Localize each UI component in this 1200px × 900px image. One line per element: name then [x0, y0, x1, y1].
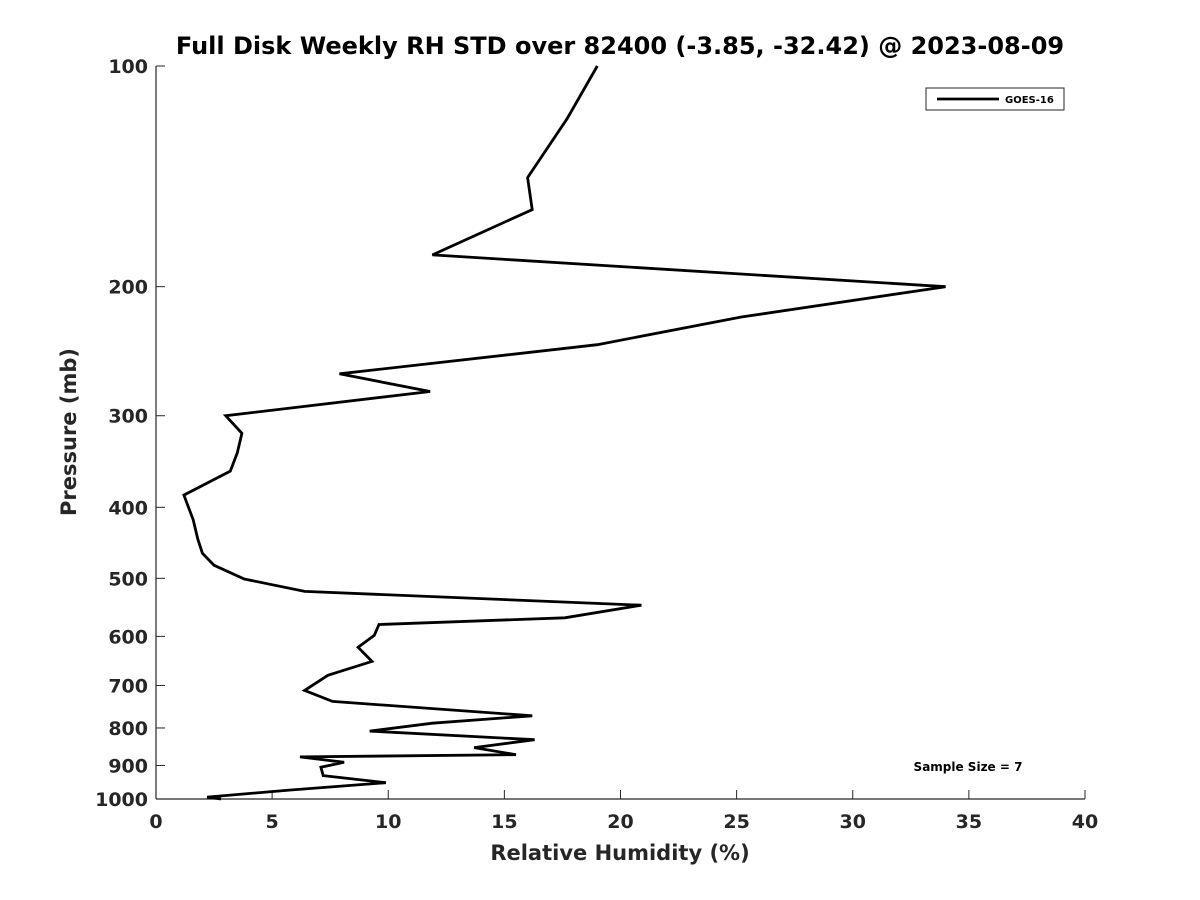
y-tick-label: 400: [108, 497, 148, 519]
chart-title: Full Disk Weekly RH STD over 82400 (-3.8…: [176, 32, 1064, 60]
x-tick-label: 5: [266, 811, 279, 833]
x-tick-label: 15: [491, 811, 517, 833]
x-tick-label: 30: [840, 811, 866, 833]
sample-size-annotation: Sample Size = 7: [914, 760, 1023, 774]
x-tick-label: 25: [723, 811, 749, 833]
x-tick-label: 40: [1072, 811, 1098, 833]
y-tick-label: 800: [108, 718, 148, 740]
x-tick-label: 20: [607, 811, 633, 833]
y-tick-label: 500: [108, 568, 148, 590]
y-axis-ticks: 100 200 300 400 500 600 700 800 900 1000: [95, 56, 165, 811]
x-axis-label: Relative Humidity (%): [490, 841, 749, 865]
y-tick-label: 1000: [95, 789, 148, 811]
x-tick-label: 0: [149, 811, 162, 833]
x-axis-ticks: 0 5 10 15 20 25 30 35 40: [149, 790, 1098, 833]
y-axis-label: Pressure (mb): [57, 348, 81, 516]
x-tick-label: 10: [375, 811, 401, 833]
legend: GOES-16: [925, 87, 1065, 111]
y-tick-label: 900: [108, 755, 148, 777]
y-tick-label: 200: [108, 277, 148, 299]
y-tick-label: 300: [108, 406, 148, 428]
series-line-goes-16: [182, 65, 946, 801]
y-tick-label: 100: [108, 56, 148, 78]
y-tick-label: 600: [108, 626, 148, 648]
y-tick-label: 700: [108, 675, 148, 697]
legend-label-goes-16: GOES-16: [1005, 95, 1054, 106]
x-tick-label: 35: [956, 811, 982, 833]
